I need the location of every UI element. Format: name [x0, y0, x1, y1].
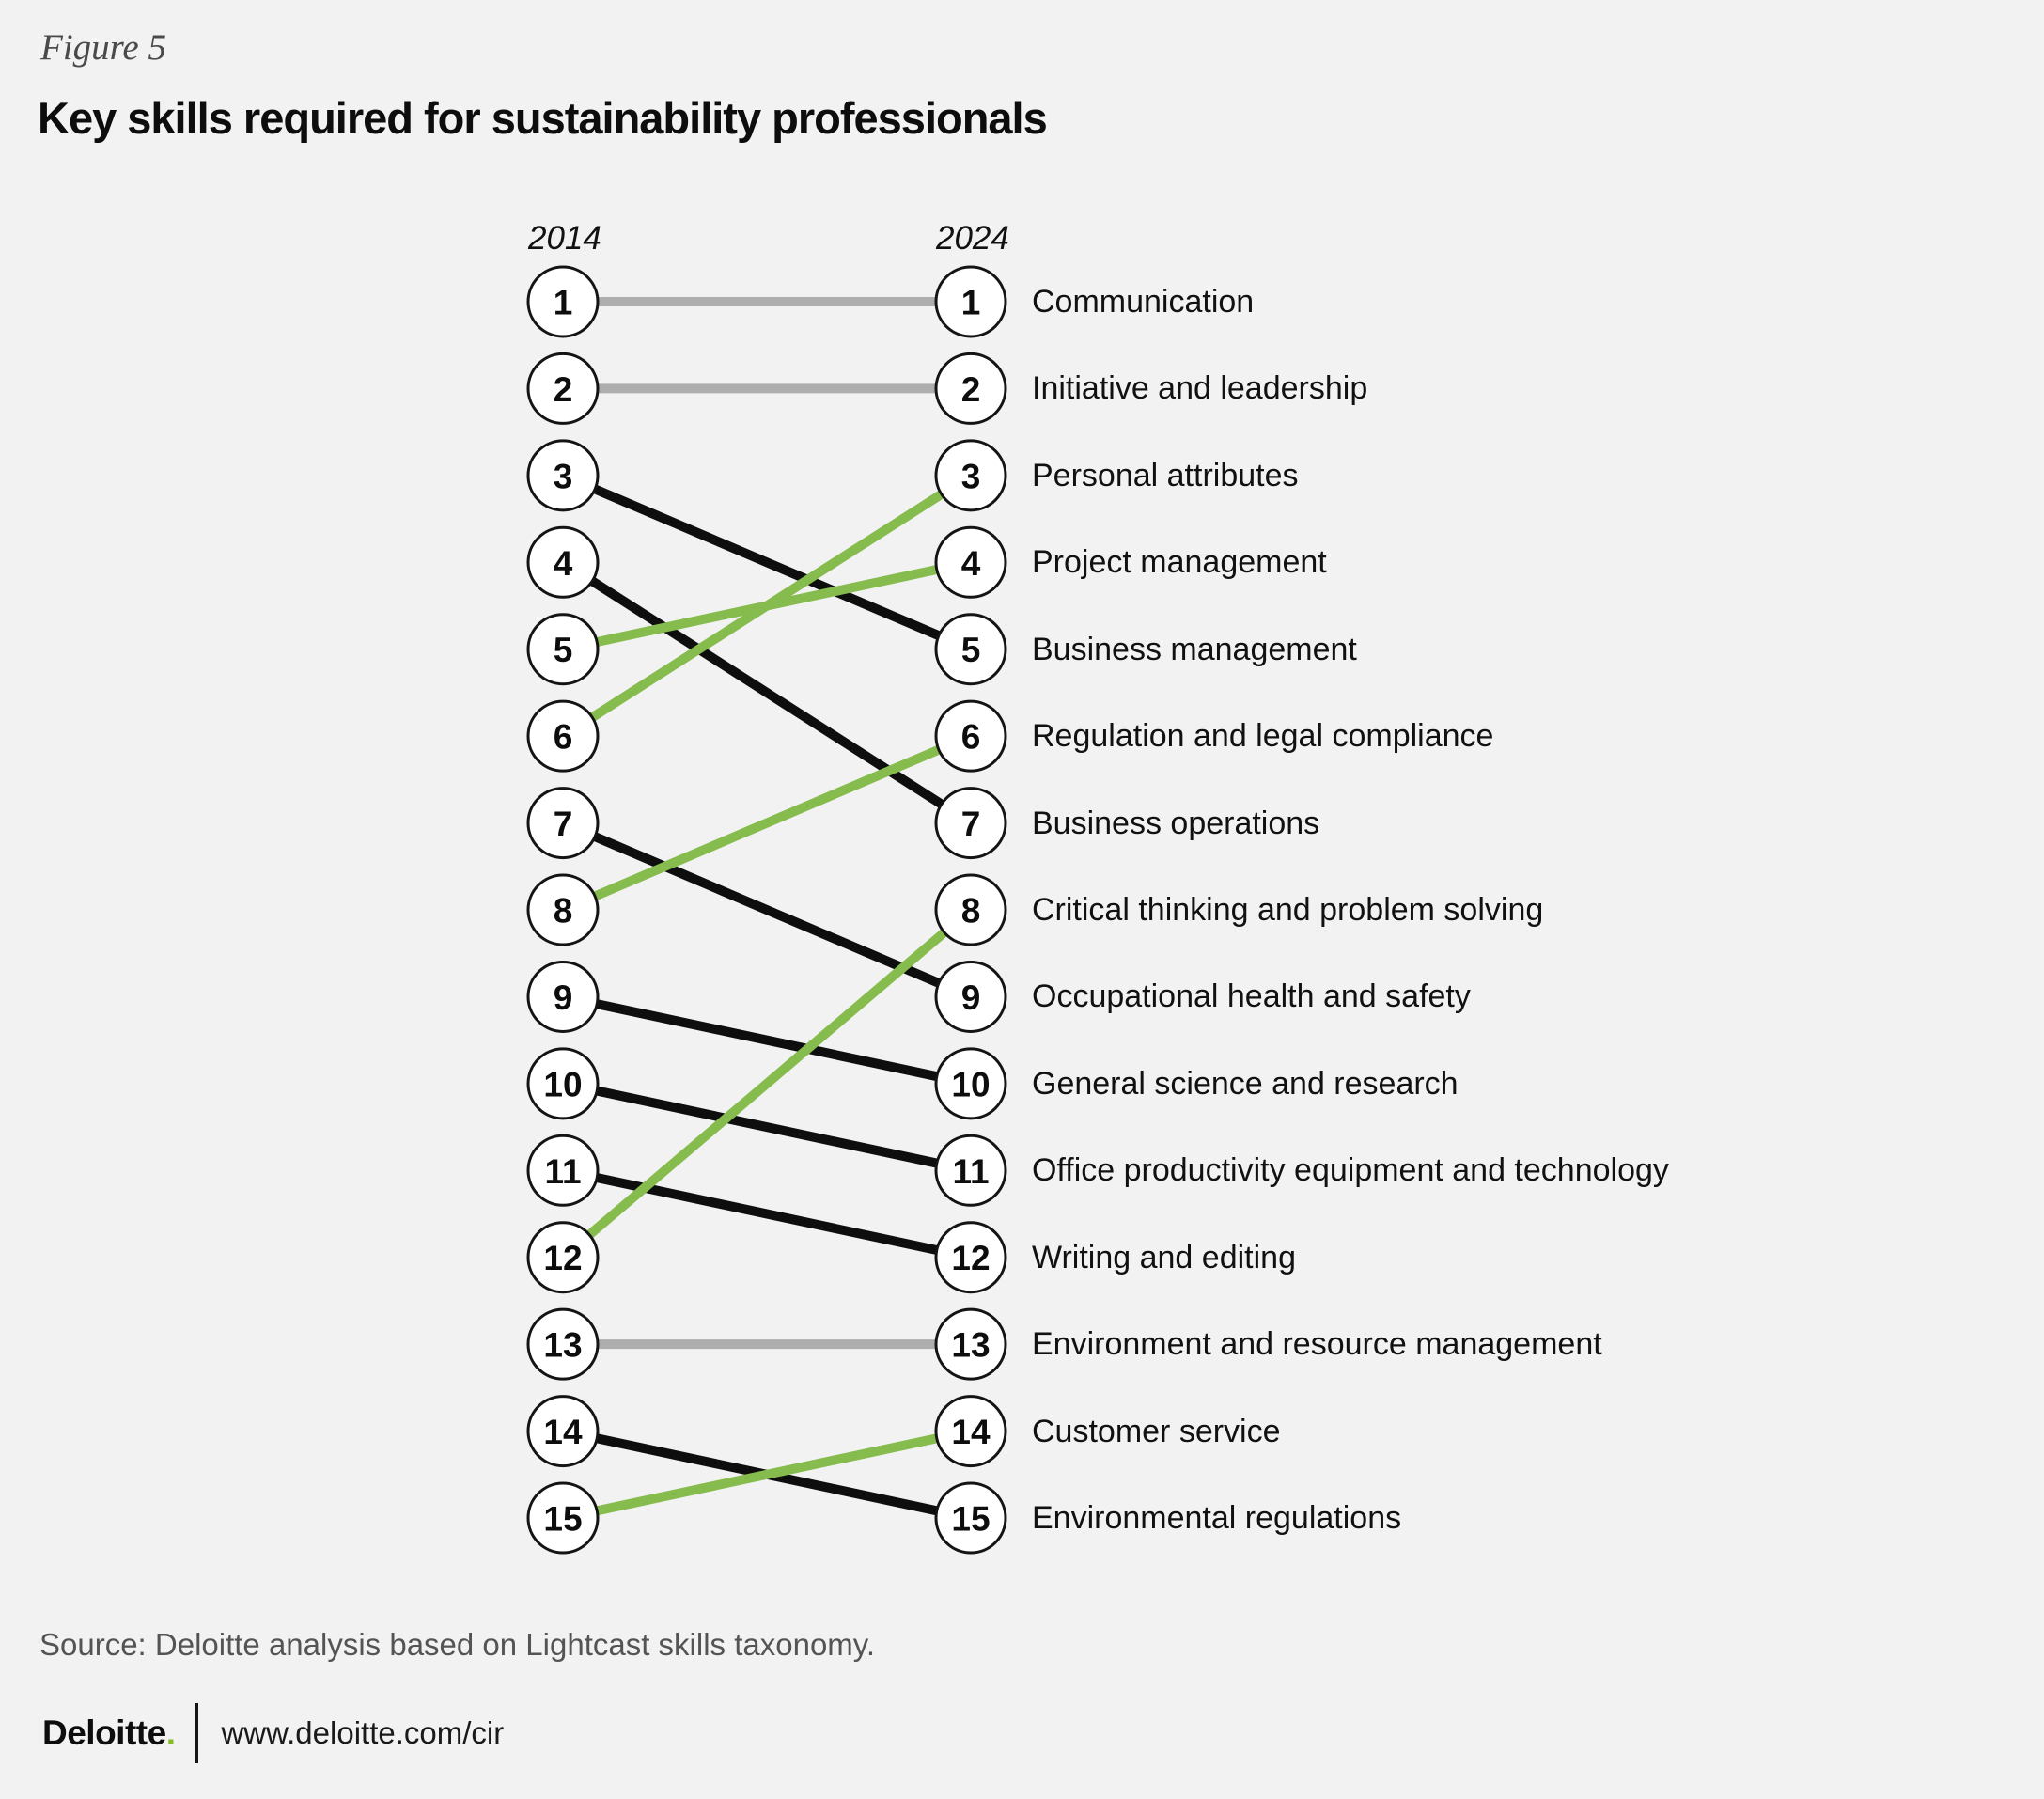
skill-label: Business operations [1032, 805, 1320, 841]
rank-number: 11 [544, 1152, 581, 1191]
footer: Deloitte. www.deloitte.com/cir [42, 1703, 504, 1763]
rank-node-2024: 1 [934, 265, 1007, 338]
footer-divider [195, 1703, 199, 1763]
skill-label: Office productivity equipment and techno… [1032, 1152, 1669, 1189]
rank-node-2014: 1 [526, 265, 600, 338]
slope-line-down [561, 992, 973, 1088]
rank-node-2024: 6 [934, 699, 1007, 773]
skill-label: General science and research [1032, 1065, 1459, 1102]
rank-number: 11 [952, 1152, 989, 1191]
skill-label: Environment and resource management [1032, 1326, 1602, 1363]
rank-number: 1 [554, 284, 573, 322]
rank-number: 7 [554, 805, 573, 843]
rank-number: 6 [554, 718, 573, 757]
page-title: Key skills required for sustainability p… [38, 93, 1048, 143]
slope-line-up [559, 906, 975, 1261]
rank-number: 12 [543, 1239, 582, 1277]
rank-node-2014: 12 [526, 1221, 600, 1294]
column-header-2014: 2014 [528, 220, 601, 257]
slope-line-up [561, 557, 973, 654]
rank-number: 8 [961, 892, 981, 931]
rank-node-2014: 2 [526, 352, 600, 425]
figure-label: Figure 5 [40, 27, 166, 68]
rank-node-2014: 7 [526, 787, 600, 860]
rank-node-2024: 2 [934, 352, 1007, 425]
rank-node-2014: 6 [526, 699, 600, 773]
rank-number: 13 [543, 1326, 582, 1365]
rank-number: 7 [961, 805, 981, 843]
skill-label: Initiative and leadership [1032, 370, 1368, 407]
rank-number: 8 [554, 892, 573, 931]
rank-node-2024: 12 [934, 1221, 1007, 1294]
rank-node-2014: 4 [526, 525, 600, 599]
rank-node-2024: 8 [934, 873, 1007, 946]
skill-label: Project management [1032, 544, 1327, 581]
rank-number: 15 [543, 1500, 582, 1539]
rank-node-2014: 13 [526, 1307, 600, 1381]
rank-number: 12 [951, 1239, 990, 1277]
rank-number: 3 [554, 457, 573, 495]
rank-node-2014: 5 [526, 613, 600, 686]
rank-node-2024: 14 [934, 1395, 1007, 1468]
rank-node-2014: 14 [526, 1395, 600, 1468]
rank-number: 5 [961, 631, 981, 669]
skill-label: Critical thinking and problem solving [1032, 892, 1544, 928]
skill-label: Occupational health and safety [1032, 978, 1471, 1015]
rank-node-2014: 15 [526, 1481, 600, 1555]
rank-node-2024: 4 [934, 525, 1007, 599]
rank-node-2024: 7 [934, 787, 1007, 860]
rank-number: 3 [961, 457, 981, 495]
rank-node-2014: 11 [526, 1134, 600, 1207]
rank-number: 10 [543, 1065, 582, 1103]
rank-number: 13 [951, 1326, 990, 1365]
rank-number: 6 [961, 718, 981, 757]
slope-line-down [560, 558, 974, 827]
rank-node-2014: 9 [526, 960, 600, 1033]
skill-label: Regulation and legal compliance [1032, 718, 1494, 755]
rank-node-2014: 8 [526, 873, 600, 946]
skill-label: Customer service [1032, 1413, 1281, 1449]
rank-node-2024: 11 [934, 1134, 1007, 1207]
slope-line-up [561, 731, 973, 915]
slope-line-down [561, 818, 973, 1002]
rank-number: 15 [951, 1500, 990, 1539]
source-note: Source: Deloitte analysis based on Light… [39, 1627, 876, 1662]
column-header-2024: 2024 [936, 220, 1009, 257]
rank-node-2024: 10 [934, 1047, 1007, 1120]
skill-label: Environmental regulations [1032, 1500, 1402, 1537]
brand-name: Deloitte [42, 1713, 166, 1752]
rank-number: 1 [961, 284, 981, 322]
rank-number: 14 [543, 1413, 583, 1451]
slope-line-down [561, 1078, 973, 1176]
rank-number: 9 [961, 978, 981, 1017]
rank-number: 4 [554, 544, 573, 583]
brand-green-dot: . [165, 1713, 176, 1752]
rank-node-2024: 9 [934, 960, 1007, 1033]
rank-node-2014: 3 [526, 439, 600, 512]
rank-node-2024: 5 [934, 613, 1007, 686]
rank-node-2014: 10 [526, 1047, 600, 1120]
rank-number: 4 [961, 544, 981, 583]
skill-label: Personal attributes [1032, 457, 1299, 493]
skill-label: Communication [1032, 284, 1255, 320]
skill-label: Business management [1032, 631, 1357, 667]
rank-node-2024: 13 [934, 1307, 1007, 1381]
skill-label: Writing and editing [1032, 1239, 1296, 1275]
rank-number: 10 [951, 1065, 990, 1103]
rank-number: 2 [961, 370, 981, 409]
rank-node-2024: 15 [934, 1481, 1007, 1555]
rank-node-2024: 3 [934, 439, 1007, 512]
footer-url: www.deloitte.com/cir [221, 1715, 505, 1750]
rank-number: 5 [554, 631, 573, 669]
slope-line-up [561, 1426, 973, 1523]
rank-number: 9 [554, 978, 573, 1017]
brand-logo: Deloitte. [42, 1713, 176, 1753]
slope-line-down [561, 471, 973, 654]
rank-number: 2 [554, 370, 573, 409]
slope-line-down [561, 1165, 973, 1262]
rank-number: 14 [951, 1413, 991, 1451]
